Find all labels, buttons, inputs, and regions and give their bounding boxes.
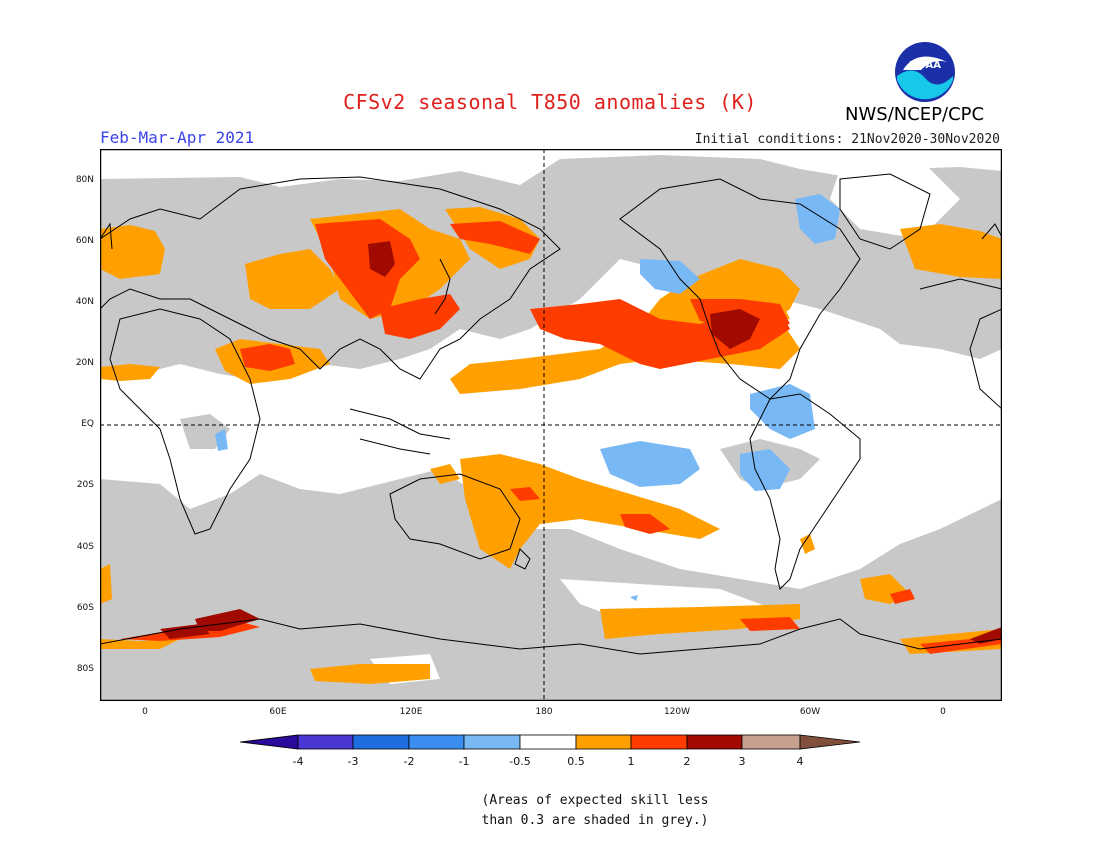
agency-label: NWS/NCEP/CPC xyxy=(845,104,985,125)
colorbar-label: -1 xyxy=(458,755,470,768)
colorbar-label: 4 xyxy=(796,755,804,768)
map-frame xyxy=(99,148,1003,702)
lat-label: 60N xyxy=(75,236,94,246)
coastlines xyxy=(100,173,1002,655)
initial-conditions: Initial conditions: 21Nov2020-30Nov2020 xyxy=(694,132,1000,147)
colorbar-label: 1 xyxy=(627,755,635,768)
lon-label: 180 xyxy=(535,707,553,717)
anomaly-lightblue xyxy=(215,194,840,601)
lon-label: 0 xyxy=(940,707,946,717)
grey-skill-mask xyxy=(100,155,1002,701)
lon-label: 0 xyxy=(142,707,148,717)
lat-label: 20S xyxy=(76,480,94,490)
lat-label: 80S xyxy=(76,664,94,674)
lon-label: 60E xyxy=(269,707,287,717)
skill-note-line2: than 0.3 are shaded in grey.) xyxy=(481,813,709,828)
colorbar-label: -3 xyxy=(347,755,359,768)
lat-label: 80N xyxy=(75,175,94,185)
lat-label: 40S xyxy=(76,542,94,552)
forecast-period: Feb-Mar-Apr 2021 xyxy=(100,128,255,147)
colorbar-label: -2 xyxy=(403,755,415,768)
skill-note-line1: (Areas of expected skill less xyxy=(481,793,709,808)
lon-label: 120W xyxy=(663,707,691,717)
colorbar-label: 2 xyxy=(683,755,691,768)
noaa-logo: NOAA xyxy=(893,40,957,108)
lat-label: 60S xyxy=(76,603,94,613)
lon-label: 120E xyxy=(399,707,423,717)
colorbar xyxy=(239,733,862,755)
map-title: CFSv2 seasonal T850 anomalies (K) xyxy=(343,90,757,114)
anomaly-map xyxy=(99,148,1003,705)
lon-label: 60W xyxy=(799,707,821,717)
lat-label: 40N xyxy=(75,297,94,307)
colorbar-label: -0.5 xyxy=(509,755,531,768)
anomaly-darkred xyxy=(160,241,1002,644)
lat-label: EQ xyxy=(81,419,94,429)
colorbar-label: 0.5 xyxy=(567,755,585,768)
colorbar-label: -4 xyxy=(292,755,304,768)
lat-label: 20N xyxy=(75,358,94,368)
logo-text: NOAA xyxy=(909,60,941,71)
colorbar-label: 3 xyxy=(738,755,746,768)
